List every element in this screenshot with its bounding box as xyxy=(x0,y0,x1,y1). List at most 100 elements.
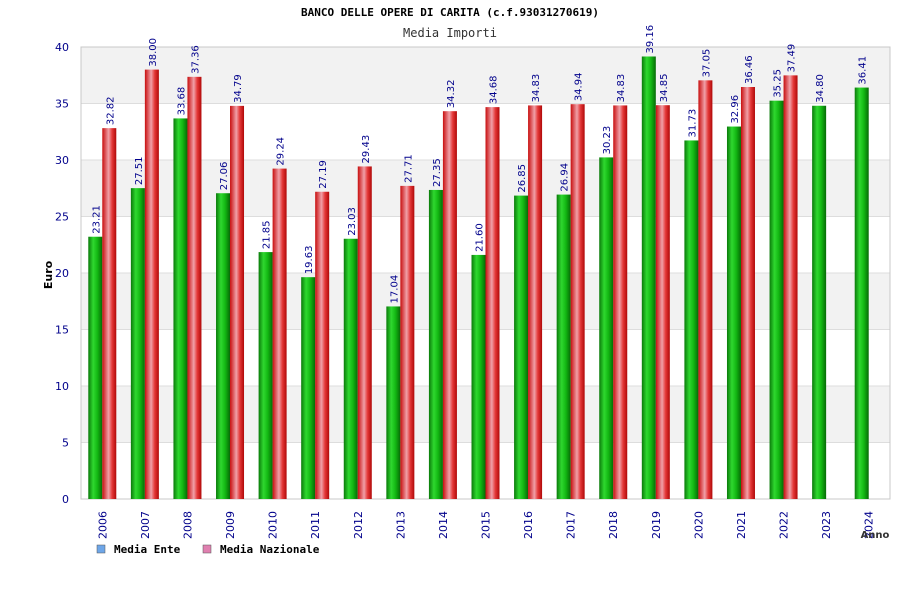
data-label: 34.85 xyxy=(659,74,670,103)
data-label: 31.73 xyxy=(687,109,698,138)
bar-media-nazionale xyxy=(102,128,117,499)
bar-media-ente xyxy=(641,56,656,499)
x-tick-label: 2017 xyxy=(565,511,578,539)
grid-band xyxy=(81,47,890,104)
bar-media-nazionale xyxy=(357,166,372,500)
data-label: 36.46 xyxy=(744,55,755,84)
bar-media-ente xyxy=(88,236,103,500)
x-tick-label: 2016 xyxy=(522,511,535,539)
y-tick-label: 40 xyxy=(55,41,69,54)
data-label: 32.82 xyxy=(105,96,116,125)
data-label: 27.71 xyxy=(403,154,414,183)
x-axis-label: Anno xyxy=(861,530,890,541)
chart-subtitle: Media Importi xyxy=(403,26,497,40)
legend-swatch xyxy=(202,544,212,554)
y-tick-label: 35 xyxy=(55,98,69,111)
bar-media-ente xyxy=(812,105,827,499)
data-label: 36.41 xyxy=(858,56,869,85)
bar-media-ente xyxy=(599,157,614,499)
data-label: 34.94 xyxy=(574,73,585,102)
x-tick-label: 2023 xyxy=(820,511,833,539)
data-label: 27.35 xyxy=(432,158,443,187)
y-axis-label: Euro xyxy=(42,260,55,289)
bar-media-nazionale xyxy=(272,168,287,499)
x-tick-label: 2024 xyxy=(863,511,876,539)
data-label: 34.79 xyxy=(233,74,244,103)
data-label: 27.51 xyxy=(134,156,145,185)
x-tick-label: 2009 xyxy=(224,511,237,539)
data-label: 29.24 xyxy=(276,137,287,166)
y-tick-label: 0 xyxy=(62,493,69,506)
bar-media-nazionale xyxy=(187,76,202,499)
chart-title: BANCO DELLE OPERE DI CARITA (c.f.9303127… xyxy=(301,6,599,19)
y-tick-label: 5 xyxy=(62,437,69,450)
legend-label: Media Nazionale xyxy=(220,543,320,556)
y-tick-label: 15 xyxy=(55,324,69,337)
bar-media-ente xyxy=(854,87,869,499)
x-tick-label: 2008 xyxy=(181,511,194,539)
x-tick-label: 2018 xyxy=(607,511,620,539)
data-label: 27.19 xyxy=(318,160,329,189)
x-tick-label: 2020 xyxy=(692,511,705,539)
bar-media-nazionale xyxy=(613,105,628,500)
x-tick-label: 2019 xyxy=(650,511,663,539)
bar-media-nazionale xyxy=(230,105,245,500)
x-tick-label: 2014 xyxy=(437,511,450,539)
bar-media-nazionale xyxy=(570,104,585,499)
x-tick-label: 2013 xyxy=(394,511,407,539)
bar-media-ente xyxy=(769,100,784,500)
data-label: 32.96 xyxy=(730,95,741,124)
data-label: 34.32 xyxy=(446,80,457,109)
legend-swatch xyxy=(96,544,106,554)
bar-media-nazionale xyxy=(698,80,713,500)
data-label: 37.49 xyxy=(787,44,798,73)
data-label: 37.36 xyxy=(190,45,201,74)
bar-media-nazionale xyxy=(315,191,330,500)
data-label: 29.43 xyxy=(361,135,372,164)
legend-label: Media Ente xyxy=(114,543,181,556)
bar-media-ente xyxy=(684,140,699,500)
data-label: 34.68 xyxy=(489,75,500,104)
bar-media-ente xyxy=(301,277,316,499)
bar-media-ente xyxy=(726,126,741,499)
data-label: 17.04 xyxy=(389,275,400,304)
data-label: 23.21 xyxy=(91,205,102,234)
y-tick-label: 20 xyxy=(55,267,69,280)
data-label: 26.85 xyxy=(517,164,528,193)
data-label: 34.80 xyxy=(815,74,826,103)
y-tick-label: 25 xyxy=(55,211,69,224)
x-tick-label: 2007 xyxy=(139,511,152,539)
bar-media-ente xyxy=(216,193,231,500)
x-tick-label: 2010 xyxy=(267,511,280,539)
bar-media-ente xyxy=(343,238,358,500)
bar-media-nazionale xyxy=(442,111,457,500)
x-tick-label: 2022 xyxy=(778,511,791,539)
bar-media-ente xyxy=(471,254,486,499)
data-label: 19.63 xyxy=(304,246,315,275)
x-tick-label: 2006 xyxy=(96,511,109,539)
y-tick-label: 30 xyxy=(55,154,69,167)
data-label: 37.05 xyxy=(701,49,712,78)
data-label: 39.16 xyxy=(645,25,656,54)
bar-media-nazionale xyxy=(783,75,798,499)
bar-media-nazionale xyxy=(740,87,755,499)
data-label: 26.94 xyxy=(560,163,571,192)
bar-media-ente xyxy=(130,188,145,499)
x-tick-label: 2015 xyxy=(480,511,493,539)
bar-media-nazionale xyxy=(528,105,543,500)
data-label: 33.68 xyxy=(176,87,187,116)
bar-media-ente xyxy=(386,306,401,499)
x-tick-label: 2021 xyxy=(735,511,748,539)
bar-media-nazionale xyxy=(144,69,159,499)
data-label: 38.00 xyxy=(148,38,159,67)
bar-media-nazionale xyxy=(655,105,670,499)
data-label: 23.03 xyxy=(347,207,358,236)
data-label: 21.85 xyxy=(262,220,273,249)
bar-media-ente xyxy=(514,195,529,499)
x-tick-label: 2011 xyxy=(309,511,322,539)
plot-area: 0 5 10 15 20 25 30 35 40 23.21 32.82 2006 27.51 38.00… xyxy=(55,25,891,539)
bar-media-nazionale xyxy=(400,185,415,499)
y-tick-label: 10 xyxy=(55,380,69,393)
data-label: 35.25 xyxy=(773,69,784,98)
